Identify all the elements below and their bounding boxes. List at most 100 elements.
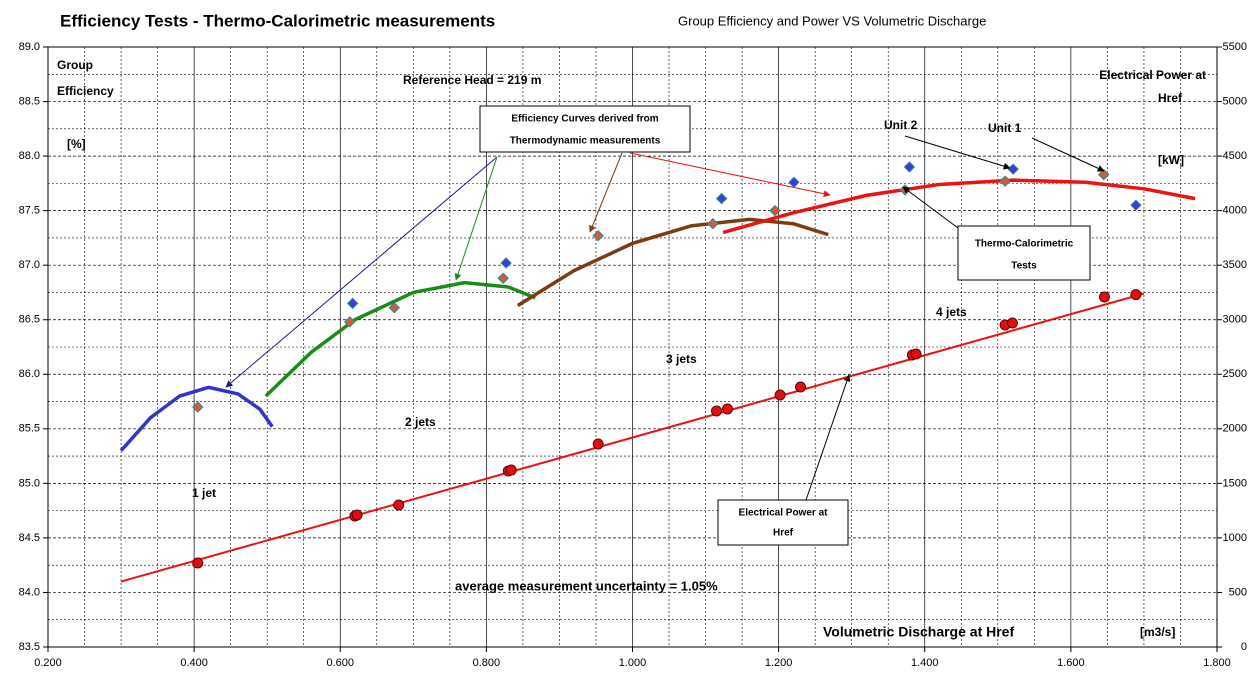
y2-tick-label: 4000 bbox=[1223, 205, 1247, 217]
annotation: 3 jets bbox=[666, 352, 697, 366]
y-tick-label: 83.5 bbox=[19, 641, 40, 653]
y-tick-label: 84.0 bbox=[19, 586, 40, 598]
data-point bbox=[192, 557, 204, 569]
data-point bbox=[899, 184, 911, 196]
y2-tick-label: 500 bbox=[1229, 586, 1247, 598]
data-point bbox=[788, 176, 800, 188]
y-tick-label: 87.0 bbox=[19, 259, 40, 271]
arrow bbox=[589, 152, 623, 233]
y2-axis-unit: [kW] bbox=[1158, 153, 1184, 167]
annotation-box bbox=[479, 105, 691, 153]
x-tick-label: 1.600 bbox=[1057, 657, 1085, 669]
arrow bbox=[904, 135, 1011, 170]
annotation: 2 jets bbox=[405, 415, 436, 429]
y2-tick-label: 4500 bbox=[1223, 150, 1247, 162]
data-point bbox=[707, 218, 719, 230]
data-point bbox=[999, 175, 1011, 187]
y2-axis-label: Electrical Power at bbox=[1099, 68, 1206, 82]
x-tick-label: 0.800 bbox=[473, 657, 501, 669]
line-series bbox=[722, 178, 1196, 235]
y2-tick-label: 1000 bbox=[1223, 532, 1247, 544]
x-tick-label: 1.800 bbox=[1203, 657, 1231, 669]
x-tick-label: 0.400 bbox=[180, 657, 208, 669]
y-axis-label: Efficiency bbox=[57, 84, 114, 98]
arrow bbox=[1031, 137, 1105, 172]
y2-tick-label: 2500 bbox=[1223, 368, 1247, 380]
data-point bbox=[497, 272, 509, 284]
data-point bbox=[1007, 163, 1019, 175]
data-point bbox=[344, 316, 356, 328]
data-point bbox=[910, 348, 922, 360]
y-tick-label: 86.5 bbox=[19, 314, 40, 326]
y-tick-label: 85.5 bbox=[19, 423, 40, 435]
annotation-box bbox=[957, 225, 1091, 281]
line-series bbox=[119, 385, 274, 452]
annotation: 4 jets bbox=[936, 305, 967, 319]
data-point bbox=[592, 230, 604, 242]
y2-tick-label: 3500 bbox=[1223, 259, 1247, 271]
data-point bbox=[346, 297, 359, 310]
plot-frame bbox=[47, 46, 1218, 648]
data-point bbox=[351, 509, 363, 521]
y2-tick-label: 1500 bbox=[1223, 477, 1247, 489]
x-tick-label: 0.600 bbox=[326, 657, 354, 669]
data-point bbox=[1098, 168, 1110, 181]
chart-title: Efficiency Tests - Thermo-Calorimetric m… bbox=[60, 11, 495, 30]
data-point bbox=[393, 499, 405, 511]
data-point bbox=[192, 401, 204, 413]
y-tick-label: 87.5 bbox=[19, 205, 40, 217]
annotation: average measurement uncertainty = 1.05% bbox=[455, 578, 718, 593]
data-point bbox=[1006, 317, 1018, 329]
data-point bbox=[769, 204, 781, 217]
data-point bbox=[795, 381, 807, 393]
y2-tick-label: 3000 bbox=[1223, 314, 1247, 326]
annotation: Electrical Power at bbox=[739, 508, 829, 519]
y2-axis-label: Href bbox=[1158, 91, 1183, 105]
x-tick-label: 1.200 bbox=[765, 657, 793, 669]
y-axis-unit: [%] bbox=[67, 137, 86, 151]
data-point bbox=[505, 464, 517, 476]
arrow bbox=[902, 186, 959, 229]
x-tick-label: 1.400 bbox=[911, 657, 939, 669]
annotation: Reference Head = 219 m bbox=[403, 73, 541, 87]
data-point bbox=[1130, 199, 1142, 211]
x-axis-unit: [m3/s] bbox=[1140, 625, 1175, 639]
data-point bbox=[1130, 289, 1142, 301]
data-point bbox=[500, 257, 512, 269]
y2-tick-label: 0 bbox=[1241, 641, 1247, 653]
x-axis-label: Volumetric Discharge at Href bbox=[823, 624, 1014, 640]
x-tick-label: 0.200 bbox=[34, 657, 62, 669]
y-tick-label: 88.5 bbox=[19, 95, 40, 107]
annotation: Unit 2 bbox=[884, 118, 918, 132]
chart-subtitle: Group Efficiency and Power VS Volumetric… bbox=[678, 13, 986, 28]
y-tick-label: 89.0 bbox=[19, 41, 40, 53]
annotation: Tests bbox=[1011, 261, 1037, 272]
arrow bbox=[225, 156, 498, 388]
data-point bbox=[721, 403, 733, 415]
arrow bbox=[629, 152, 831, 198]
arrow bbox=[805, 374, 851, 501]
annotation: Efficiency Curves derived from bbox=[511, 114, 658, 125]
annotation: Unit 1 bbox=[988, 121, 1022, 135]
y-tick-label: 84.5 bbox=[19, 532, 40, 544]
data-point bbox=[715, 192, 728, 205]
line-series bbox=[264, 280, 536, 398]
y-tick-label: 88.0 bbox=[19, 150, 40, 162]
data-point bbox=[592, 438, 604, 450]
y2-tick-label: 5500 bbox=[1223, 41, 1247, 53]
data-point bbox=[711, 405, 723, 417]
annotation: 1 jet bbox=[192, 486, 216, 500]
arrow bbox=[454, 156, 498, 281]
line-series bbox=[516, 217, 829, 308]
y2-tick-label: 5000 bbox=[1223, 95, 1247, 107]
y-axis-label: Group bbox=[57, 58, 93, 72]
data-point bbox=[1098, 291, 1110, 303]
annotation: Href bbox=[773, 528, 794, 539]
line-series bbox=[120, 292, 1145, 583]
y-tick-label: 86.0 bbox=[19, 368, 40, 380]
data-point bbox=[774, 389, 786, 401]
data-point bbox=[388, 302, 401, 314]
annotation-box bbox=[717, 499, 849, 546]
annotation: Thermo-Calorimetric bbox=[975, 239, 1074, 250]
